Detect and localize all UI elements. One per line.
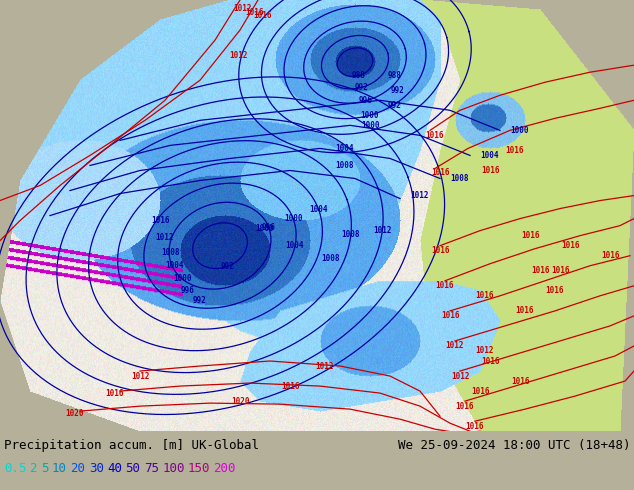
Text: 1016: 1016 bbox=[281, 382, 299, 391]
Text: 5: 5 bbox=[41, 462, 48, 475]
Text: 992: 992 bbox=[193, 296, 207, 305]
Text: 50: 50 bbox=[126, 462, 141, 475]
Text: 1016: 1016 bbox=[551, 266, 569, 275]
Text: 100: 100 bbox=[162, 462, 185, 475]
Text: 1000: 1000 bbox=[510, 126, 529, 135]
Text: 1016: 1016 bbox=[601, 251, 619, 260]
Text: 1016: 1016 bbox=[531, 266, 549, 275]
Text: 1000: 1000 bbox=[360, 111, 378, 120]
Text: 1012: 1012 bbox=[131, 371, 149, 381]
Text: 1000: 1000 bbox=[361, 121, 379, 130]
Text: 1016: 1016 bbox=[253, 11, 271, 20]
Text: 1008: 1008 bbox=[161, 248, 179, 257]
Text: 1016: 1016 bbox=[430, 246, 450, 255]
Text: 1016: 1016 bbox=[466, 422, 484, 431]
Text: 1016: 1016 bbox=[546, 286, 564, 295]
Text: 1016: 1016 bbox=[521, 231, 540, 240]
Text: 10: 10 bbox=[52, 462, 67, 475]
Text: 0.5: 0.5 bbox=[4, 462, 27, 475]
Text: 992: 992 bbox=[355, 83, 368, 92]
Text: 1008: 1008 bbox=[336, 161, 354, 170]
Text: 1016: 1016 bbox=[430, 168, 450, 177]
Text: 1008: 1008 bbox=[321, 254, 339, 263]
Text: 1020: 1020 bbox=[66, 409, 84, 417]
Text: 1004: 1004 bbox=[309, 205, 328, 214]
Text: 1016: 1016 bbox=[471, 387, 489, 395]
Text: 40: 40 bbox=[107, 462, 122, 475]
Text: 992: 992 bbox=[391, 86, 405, 95]
Text: 1008: 1008 bbox=[450, 174, 469, 183]
Text: 1016: 1016 bbox=[106, 389, 124, 397]
Text: 1016: 1016 bbox=[456, 402, 474, 411]
Text: 1016: 1016 bbox=[436, 281, 454, 290]
Text: 1020: 1020 bbox=[231, 396, 249, 406]
Text: 1008: 1008 bbox=[342, 230, 360, 239]
Text: 30: 30 bbox=[89, 462, 104, 475]
Text: 1016: 1016 bbox=[441, 311, 459, 320]
Text: 1004: 1004 bbox=[480, 151, 498, 160]
Text: 1016: 1016 bbox=[506, 146, 524, 155]
Text: 992: 992 bbox=[388, 101, 402, 110]
Text: 75: 75 bbox=[144, 462, 159, 475]
Text: 150: 150 bbox=[188, 462, 210, 475]
Text: 1012: 1012 bbox=[446, 342, 464, 350]
Text: 996: 996 bbox=[358, 97, 372, 105]
Text: 988: 988 bbox=[388, 71, 402, 80]
Text: 1012: 1012 bbox=[316, 362, 334, 370]
Text: 1004: 1004 bbox=[165, 261, 184, 270]
Text: 1016: 1016 bbox=[515, 306, 534, 316]
Text: 1012: 1012 bbox=[410, 191, 429, 200]
Text: 1012: 1012 bbox=[476, 346, 495, 355]
Text: 988: 988 bbox=[352, 71, 366, 80]
Text: Precipitation accum. [m] UK-Global: Precipitation accum. [m] UK-Global bbox=[4, 439, 259, 452]
Text: 1016: 1016 bbox=[511, 376, 529, 386]
Text: 1016: 1016 bbox=[481, 166, 499, 175]
Text: 1012: 1012 bbox=[156, 233, 174, 242]
Text: 1000: 1000 bbox=[256, 224, 275, 233]
Text: 1012: 1012 bbox=[451, 371, 469, 381]
Text: 1000: 1000 bbox=[172, 274, 191, 283]
Text: 996: 996 bbox=[181, 286, 195, 295]
Text: 992: 992 bbox=[221, 262, 235, 271]
Text: 1016: 1016 bbox=[560, 241, 579, 250]
Text: 200: 200 bbox=[214, 462, 236, 475]
Text: 1016: 1016 bbox=[426, 131, 444, 140]
Text: 1016: 1016 bbox=[476, 292, 495, 300]
Text: 1012: 1012 bbox=[373, 226, 392, 235]
Text: 20: 20 bbox=[70, 462, 86, 475]
Text: 1000: 1000 bbox=[284, 215, 302, 223]
Text: 1016: 1016 bbox=[151, 216, 169, 225]
Text: 1004: 1004 bbox=[336, 144, 354, 153]
Text: 1004: 1004 bbox=[286, 241, 304, 250]
Text: We 25-09-2024 18:00 UTC (18+48): We 25-09-2024 18:00 UTC (18+48) bbox=[398, 439, 630, 452]
Text: 1012: 1012 bbox=[229, 50, 247, 60]
Text: 996: 996 bbox=[262, 223, 276, 232]
Text: 2: 2 bbox=[30, 462, 37, 475]
Text: 1016: 1016 bbox=[246, 7, 264, 17]
Text: 1012: 1012 bbox=[233, 3, 251, 13]
Text: 1016: 1016 bbox=[481, 357, 499, 366]
